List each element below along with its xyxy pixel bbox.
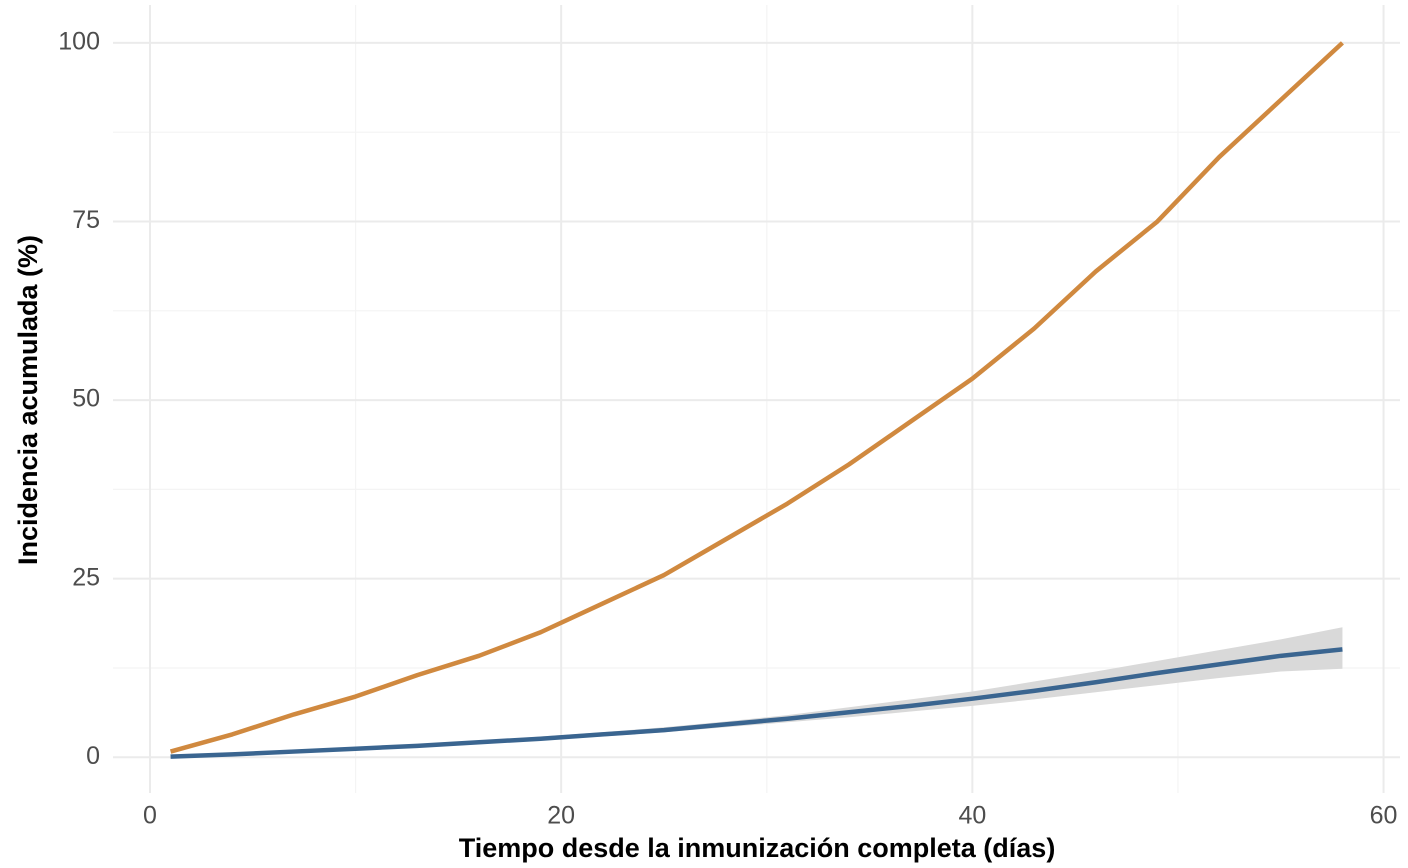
confidence-band bbox=[170, 627, 1343, 757]
y-tick-label: 25 bbox=[72, 563, 100, 591]
y-tick-label: 50 bbox=[72, 385, 100, 413]
x-tick-label: 60 bbox=[1370, 802, 1398, 830]
plot-area bbox=[169, 41, 1344, 759]
y-tick-label: 75 bbox=[72, 206, 100, 234]
line bbox=[169, 41, 1344, 754]
x-tick-label: 40 bbox=[958, 802, 986, 830]
y-tick-label: 0 bbox=[86, 742, 100, 770]
y-axis-title: Incidencia acumulada (%) bbox=[13, 235, 43, 565]
x-tick-label: 0 bbox=[143, 802, 157, 830]
line bbox=[170, 647, 1343, 759]
grid bbox=[113, 5, 1400, 793]
x-axis-title: Tiempo desde la inmunización completa (d… bbox=[459, 833, 1056, 863]
y-tick-label: 100 bbox=[58, 27, 100, 55]
x-tick-label: 20 bbox=[547, 802, 575, 830]
